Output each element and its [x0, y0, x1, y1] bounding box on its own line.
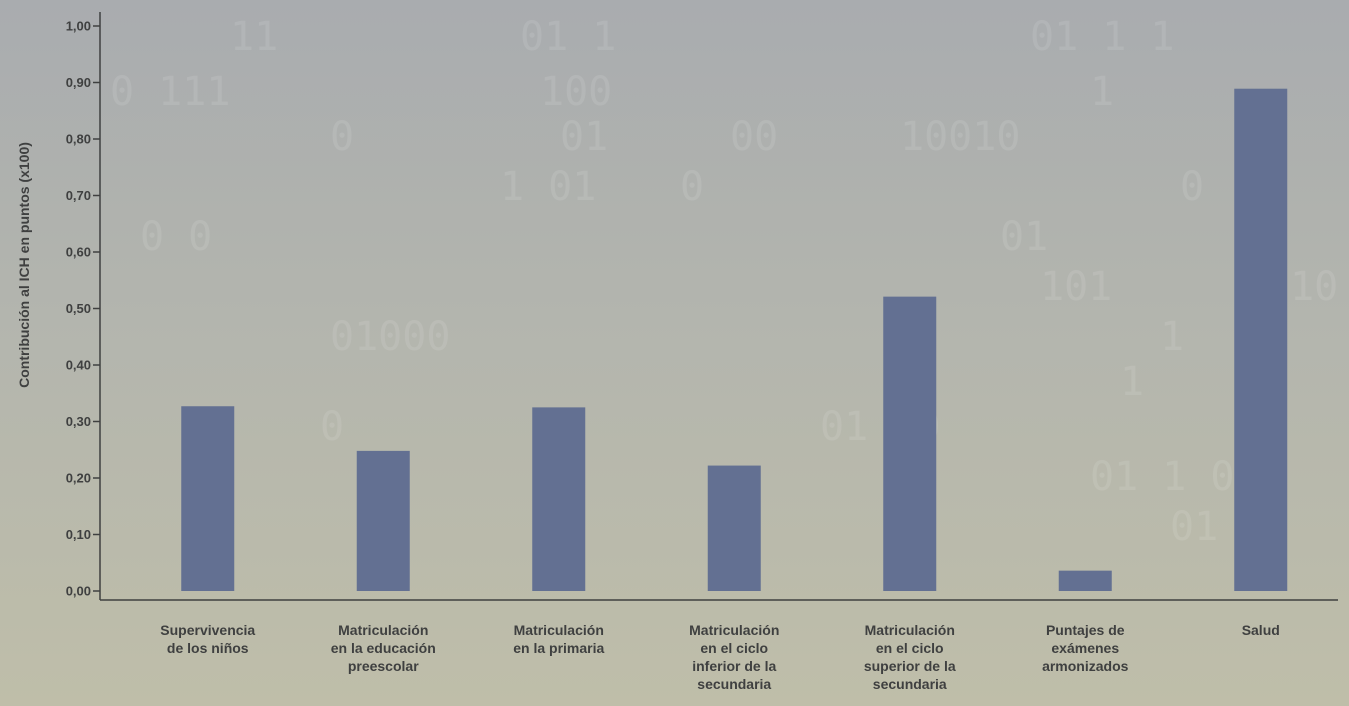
x-category-label-line: Matriculación [338, 622, 428, 638]
bar [532, 407, 586, 591]
y-tick-label: 0,90 [66, 75, 91, 90]
svg-text:10: 10 [1290, 264, 1338, 310]
bar [707, 465, 761, 591]
bar [1234, 88, 1288, 591]
svg-text:11: 11 [230, 14, 278, 60]
x-category-label-line: Matriculación [865, 622, 955, 638]
x-axis-labels: Supervivencia de los niños Matriculación en… [160, 622, 1280, 692]
svg-text:1: 1 [1160, 314, 1184, 360]
svg-text:0 0: 0 0 [140, 214, 212, 260]
x-category-label-line: superior de la [864, 658, 956, 674]
x-category-label-line: en el ciclo [700, 640, 768, 656]
x-category-label-line: armonizados [1042, 658, 1129, 674]
x-category-label: Matriculación en la primaria [513, 622, 604, 656]
bars [181, 88, 1288, 591]
x-category-label-line: en el ciclo [876, 640, 944, 656]
bar [356, 450, 410, 591]
x-category-label-line: Puntajes de [1046, 622, 1125, 638]
x-category-label-line: secundaria [873, 676, 947, 692]
svg-text:01 1 1: 01 1 1 [1030, 14, 1175, 60]
y-tick-label: 1,00 [66, 19, 91, 34]
x-category-label-line: inferior de la [692, 658, 776, 674]
x-category-label: Matriculación en la educación preescolar [331, 622, 436, 674]
x-category-label: Puntajes de exámenes armonizados [1042, 622, 1129, 674]
y-axis-ticks: 0,00 0,10 0,20 0,30 0,40 0,50 0,60 0,70 0,80 0,90… [66, 19, 100, 599]
svg-text:101: 101 [1040, 264, 1112, 310]
y-tick-label: 0,00 [66, 584, 91, 599]
x-category-label-line: Matriculación [514, 622, 604, 638]
x-category-label-line: Supervivencia [160, 622, 255, 638]
svg-text:0: 0 [320, 404, 344, 450]
svg-text:01 1: 01 1 [520, 14, 616, 60]
x-category-label: Matriculación en el ciclo inferior de la se… [689, 622, 779, 692]
svg-text:01 1 0: 01 1 0 [1090, 454, 1235, 500]
svg-text:01000: 01000 [330, 314, 450, 360]
y-axis-title: Contribución al ICH en puntos (x100) [16, 142, 32, 388]
x-category-label-line: exámenes [1051, 640, 1119, 656]
y-tick-label: 0,10 [66, 527, 91, 542]
bar [181, 406, 235, 591]
svg-text:100: 100 [540, 69, 612, 115]
x-category-label-line: en la educación [331, 640, 436, 656]
svg-text:0: 0 [680, 164, 704, 210]
bar [883, 296, 937, 591]
svg-text:1: 1 [1090, 69, 1114, 115]
x-category-label: Matriculación en el ciclo superior de la se… [864, 622, 956, 692]
chart-axes [99, 12, 1338, 601]
x-category-label-line: preescolar [348, 658, 419, 674]
svg-text:1 01: 1 01 [500, 164, 596, 210]
y-tick-label: 0,30 [66, 414, 91, 429]
y-tick-label: 0,70 [66, 188, 91, 203]
y-tick-label: 0,40 [66, 358, 91, 373]
y-tick-label: 0,80 [66, 132, 91, 147]
svg-text:01: 01 [560, 114, 608, 160]
y-tick-label: 0,60 [66, 245, 91, 260]
x-category-label-line: Salud [1242, 622, 1280, 638]
svg-text:01: 01 [1000, 214, 1048, 260]
bar [1058, 570, 1112, 591]
y-tick-label: 0,50 [66, 301, 91, 316]
x-category-label-line: de los niños [167, 640, 249, 656]
svg-text:0: 0 [330, 114, 354, 160]
x-category-label-line: en la primaria [513, 640, 604, 656]
x-category-label: Supervivencia de los niños [160, 622, 255, 656]
svg-text:1: 1 [1120, 359, 1144, 405]
svg-text:10010: 10010 [900, 114, 1020, 160]
x-category-label-line: Matriculación [689, 622, 779, 638]
y-tick-label: 0,20 [66, 471, 91, 486]
svg-text:00: 00 [730, 114, 778, 160]
svg-text:0 111: 0 111 [110, 69, 230, 115]
x-category-label-line: secundaria [697, 676, 771, 692]
svg-text:0: 0 [1180, 164, 1204, 210]
x-category-label: Salud [1242, 622, 1280, 638]
